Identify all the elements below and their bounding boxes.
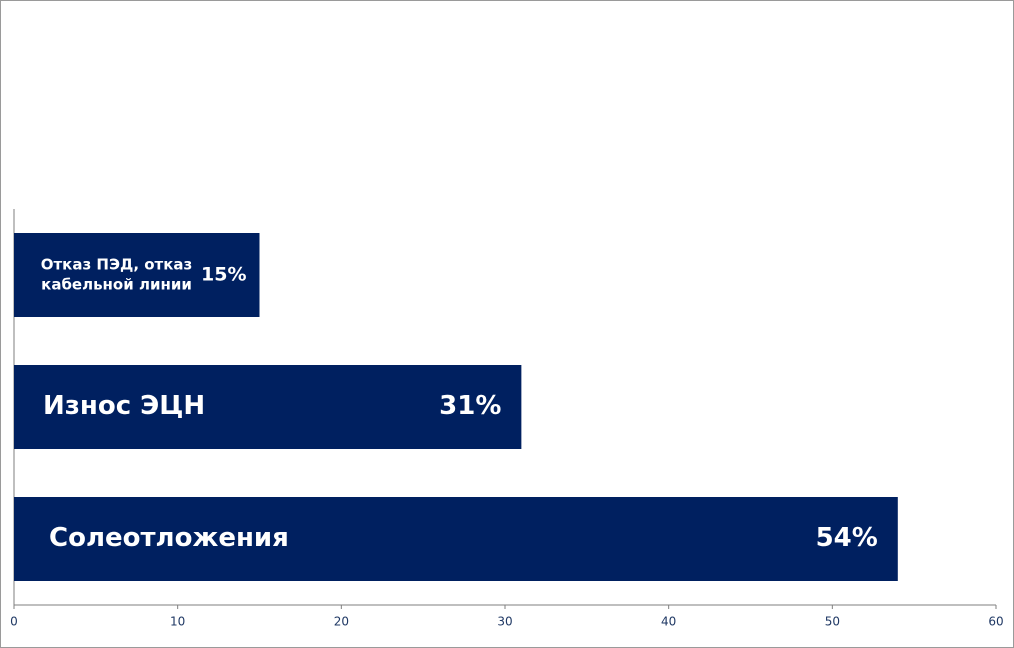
x-tick-label: 0 xyxy=(10,615,18,629)
value-label: 15% xyxy=(201,263,247,286)
x-tick-label: 10 xyxy=(170,615,185,629)
x-tick-label: 40 xyxy=(661,615,676,629)
value-label: 54% xyxy=(815,523,878,554)
bar xyxy=(14,233,260,317)
x-tick-label: 20 xyxy=(334,615,349,629)
x-tick-label: 50 xyxy=(825,615,840,629)
x-tick-label: 60 xyxy=(988,615,1003,629)
category-label: Износ ЭЦН xyxy=(43,391,206,422)
bar xyxy=(14,497,898,581)
x-tick-label: 30 xyxy=(497,615,512,629)
category-label: Отказ ПЭД, отказ кабельной линии xyxy=(40,255,193,294)
value-label: 31% xyxy=(439,391,502,422)
category-label: Солеотложения xyxy=(49,523,289,554)
bar xyxy=(14,365,522,449)
